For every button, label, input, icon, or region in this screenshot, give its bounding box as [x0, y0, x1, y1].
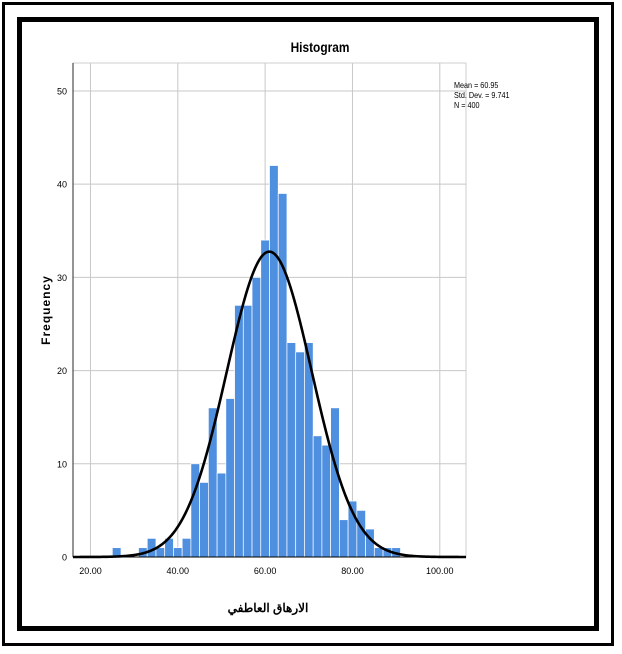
x-tick-label-20.00: 20.00 — [79, 566, 102, 576]
histogram-bar-13 — [234, 304, 244, 558]
histogram-bar-16 — [260, 239, 270, 558]
normal-curve-layer — [73, 250, 466, 559]
stats-box: Mean = 60.95 Std. Dev. = 9.741 N = 400 — [454, 80, 510, 110]
x-tick-label-80.00: 80.00 — [341, 566, 364, 576]
normal-curve — [73, 250, 466, 559]
histogram-bar-12 — [225, 398, 235, 558]
y-tick-label-20: 20 — [57, 366, 67, 376]
axes — [72, 63, 466, 558]
std-dev-label: Std. Dev. = 9.741 — [454, 90, 510, 100]
histogram-bar-25 — [339, 519, 349, 558]
histogram-bars — [111, 165, 401, 558]
x-tick-label-60.00: 60.00 — [254, 566, 277, 576]
histogram-bar-20 — [295, 351, 305, 558]
histogram-bar-6 — [173, 547, 183, 558]
histogram-bar-17 — [269, 165, 279, 558]
histogram-bar-9 — [199, 482, 209, 558]
y-tick-label-50: 50 — [57, 86, 67, 96]
histogram-bar-18 — [277, 193, 288, 558]
histogram-bar-19 — [286, 342, 297, 558]
tick-labels: 0 10 20 30 40 50 20.00 40.00 60.00 80.00 100.00 — [57, 86, 454, 576]
histogram-bar-22 — [312, 435, 323, 558]
y-tick-label-40: 40 — [57, 180, 67, 190]
histogram-bar-14 — [242, 304, 253, 558]
x-tick-label-40.00: 40.00 — [167, 566, 190, 576]
n-label: N = 400 — [454, 100, 480, 110]
x-axis-label: الارهاق العاطفي — [228, 601, 309, 616]
y-tick-label-10: 10 — [57, 459, 67, 469]
y-axis-label: Frequency — [39, 275, 53, 345]
y-tick-label-30: 30 — [57, 273, 67, 283]
histogram-bar-11 — [216, 472, 227, 558]
histogram-bar-24 — [330, 407, 340, 558]
histogram-bar-4 — [155, 547, 166, 558]
chart-title: Histogram — [291, 39, 350, 55]
mean-label: Mean = 60.95 — [454, 80, 499, 90]
histogram-bar-7 — [181, 538, 192, 558]
histogram-bar-15 — [251, 277, 262, 558]
histogram-bar-23 — [321, 444, 331, 558]
y-tick-label-0: 0 — [62, 553, 67, 563]
x-tick-label-100.00: 100.00 — [426, 566, 454, 576]
